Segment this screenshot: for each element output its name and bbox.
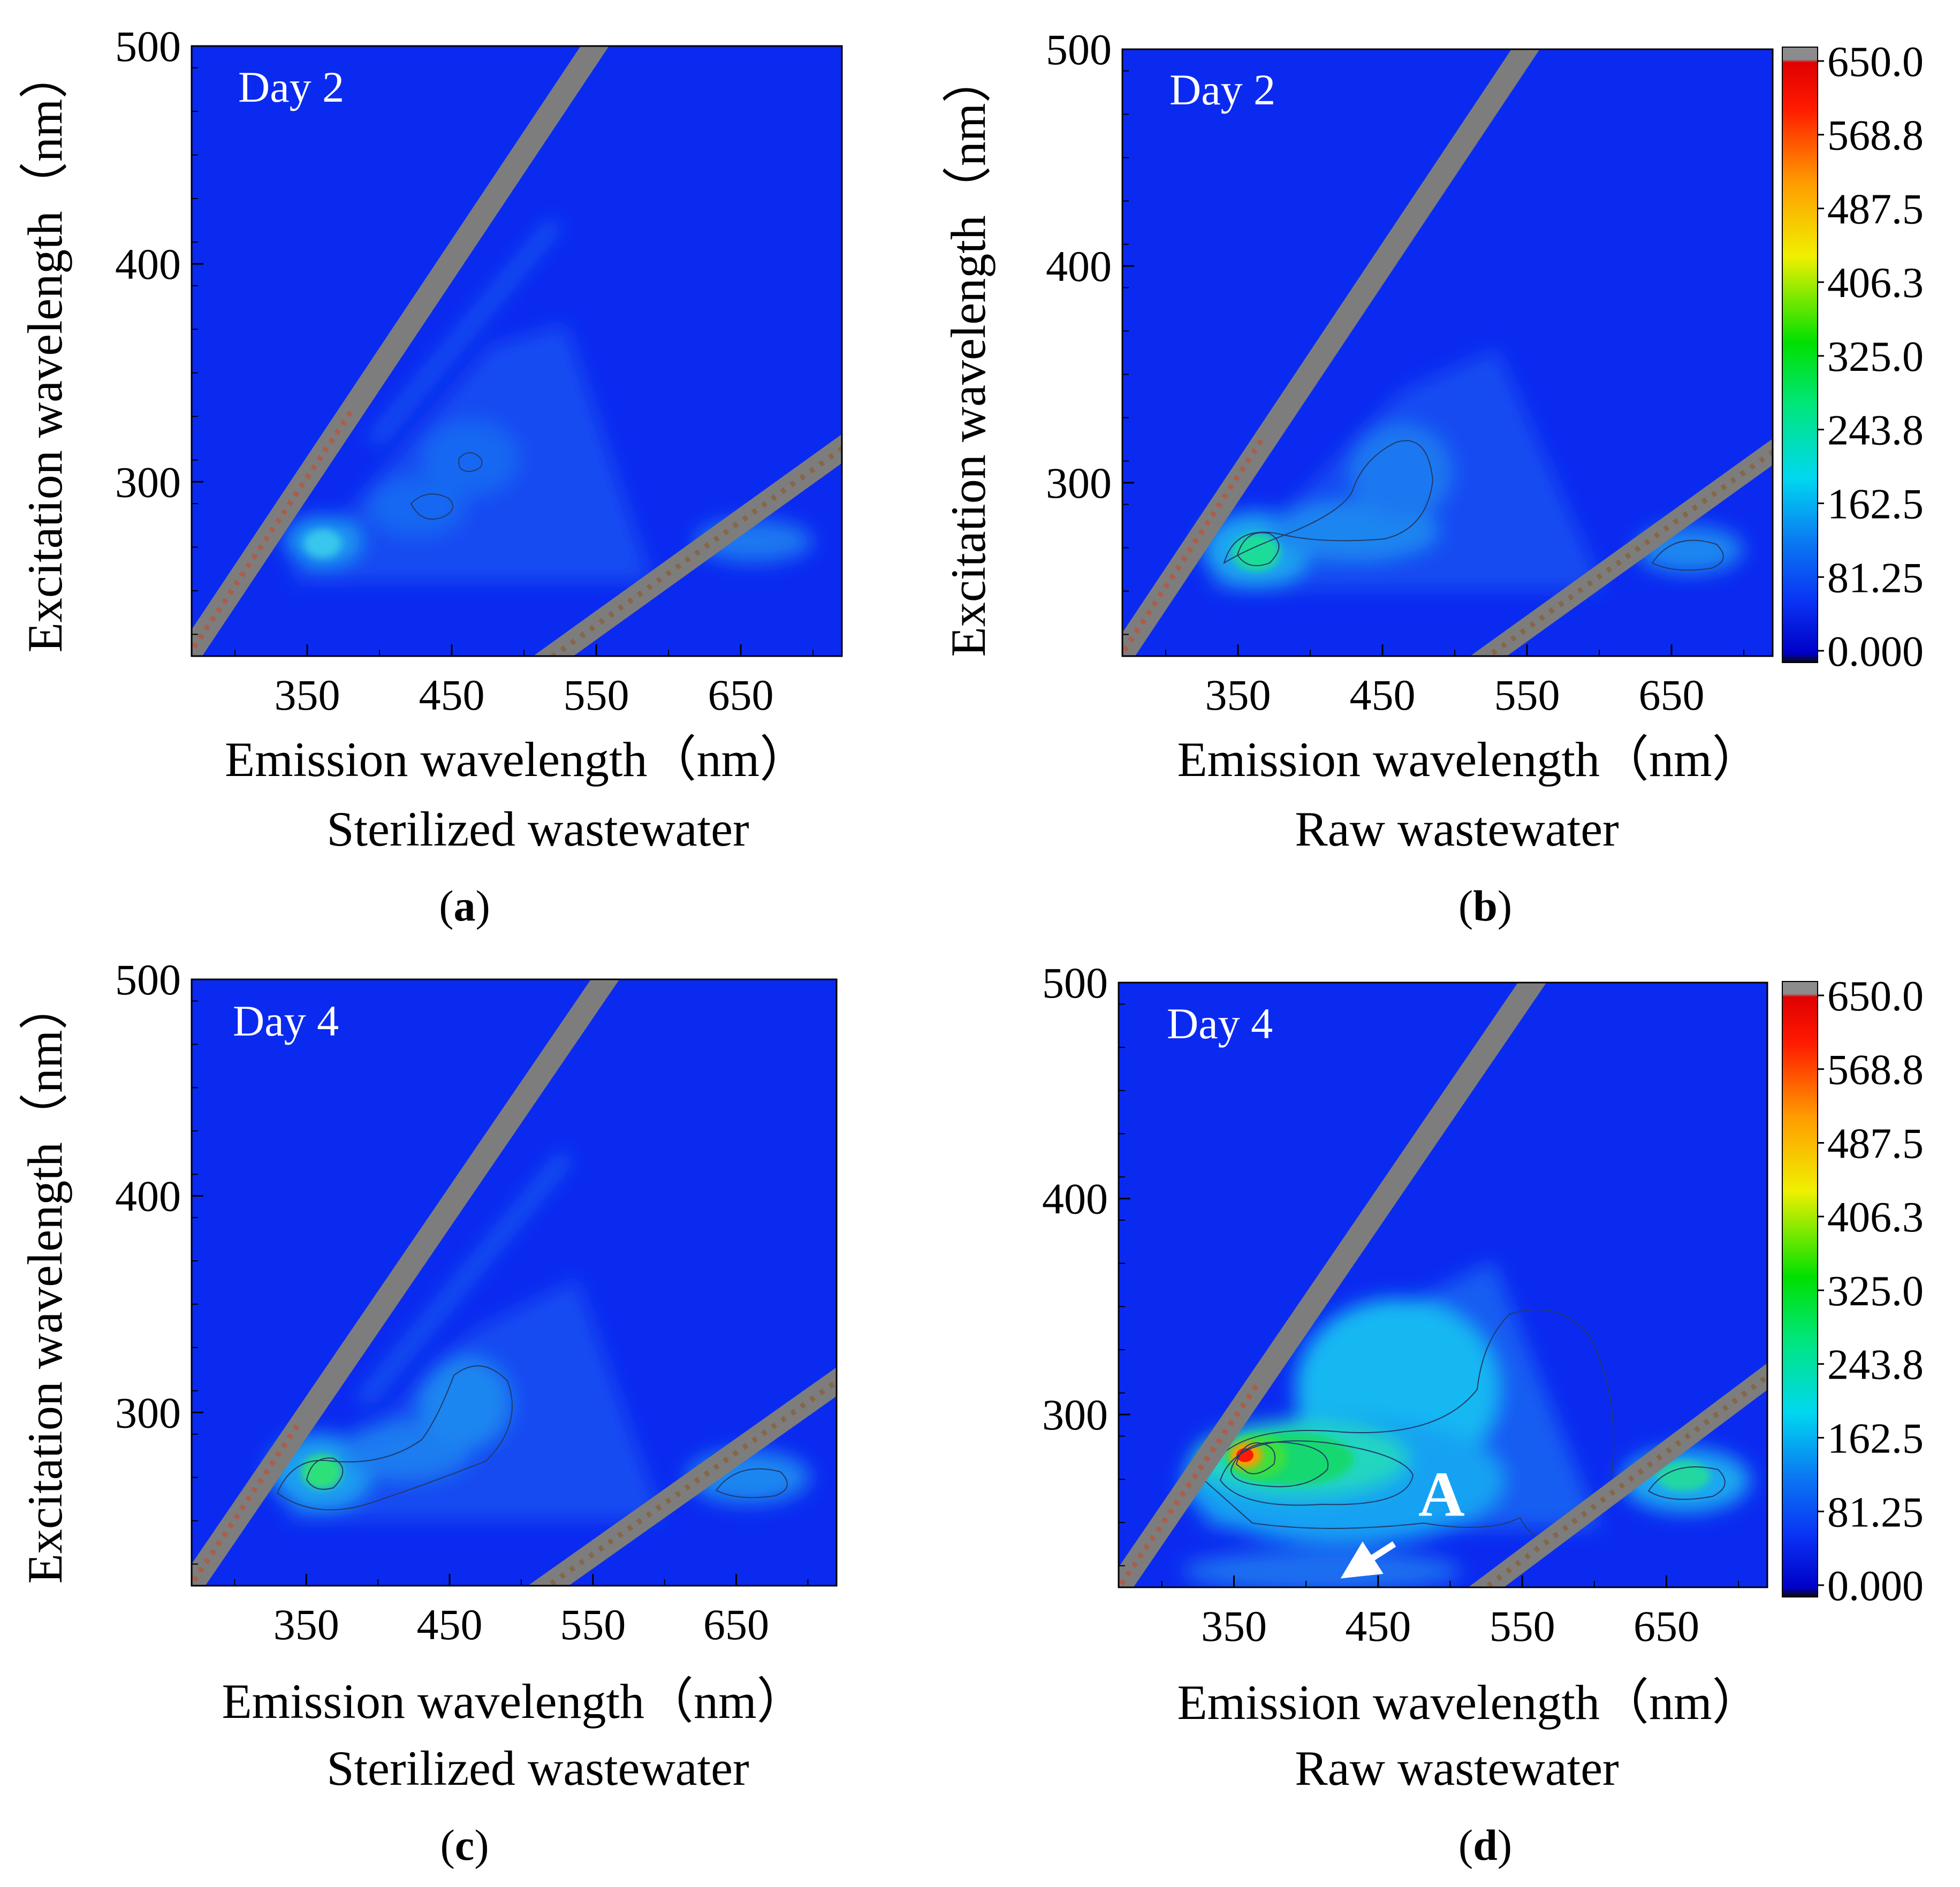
panel-d: Day 4 A 350 450 550 650 300 400 500 Emission w… bbox=[1042, 958, 1924, 1869]
second-order-scatter-band bbox=[533, 434, 842, 656]
panel-subtitle: Raw wastewater bbox=[1295, 1741, 1619, 1795]
x-tick-label: 350 bbox=[274, 1600, 339, 1649]
x-axis-label: Emission wavelength（nm） bbox=[222, 1674, 806, 1729]
panel-subtitle: Raw wastewater bbox=[1295, 802, 1619, 856]
y-axis-label: Excitation wavelength（nm） bbox=[18, 981, 72, 1584]
panel-subtitle: Sterilized wastewater bbox=[326, 802, 749, 856]
panel-a-plot-area bbox=[192, 46, 842, 656]
panel-letter: b bbox=[1473, 881, 1498, 930]
colorbar-tick-label: 406.3 bbox=[1827, 260, 1924, 307]
x-tick-label: 350 bbox=[1201, 1602, 1267, 1650]
colorbar-tick-label: 487.5 bbox=[1827, 1121, 1924, 1168]
y-tick-label: 400 bbox=[115, 240, 181, 288]
x-tick-label: 350 bbox=[275, 671, 340, 719]
panel-subtitle: Sterilized wastewater bbox=[326, 1741, 749, 1795]
annotation-a: A bbox=[1418, 1458, 1465, 1530]
panel-c-plot-area bbox=[192, 979, 837, 1586]
colorbar-gradient bbox=[1782, 47, 1818, 663]
first-order-scatter-band bbox=[1119, 983, 1547, 1587]
day-label: Day 4 bbox=[1167, 999, 1273, 1048]
colorbar-tick-label: 243.8 bbox=[1827, 407, 1924, 454]
colorbar-tick-label: 568.8 bbox=[1827, 112, 1924, 159]
panel-c: Day 4 350 450 550 650 300 400 500 Emission wav… bbox=[18, 955, 838, 1869]
annotation-arrow bbox=[1340, 1541, 1396, 1579]
x-tick-label: 350 bbox=[1205, 671, 1271, 719]
colorbar: 650.0 568.8 487.5 406.3 325.0 243.8 162.5 81.25… bbox=[1782, 973, 1924, 1610]
x-tick-label: 450 bbox=[1345, 1602, 1411, 1650]
colorbar-tick-label: 325.0 bbox=[1827, 1268, 1924, 1315]
y-tick-label: 300 bbox=[1042, 1390, 1108, 1439]
y-tick-label: 300 bbox=[1046, 459, 1112, 507]
y-tick-label: 400 bbox=[115, 1172, 181, 1221]
x-tick-label: 450 bbox=[417, 1600, 483, 1649]
y-tick-label: 500 bbox=[1046, 25, 1112, 74]
colorbar-tick-label: 0.000 bbox=[1827, 1563, 1924, 1610]
panel-letter: c bbox=[455, 1821, 474, 1869]
colorbar-tick-label: 243.8 bbox=[1827, 1342, 1924, 1389]
plot-frame bbox=[191, 978, 838, 1587]
panel-a: Day 2 350 450 550 650 300 400 500 Emission wav… bbox=[18, 22, 843, 930]
x-axis-label: Emission wavelength（nm） bbox=[1177, 732, 1761, 787]
axis-ticks: 350 450 550 650 300 400 500 bbox=[1046, 25, 1744, 719]
y-tick-label: 400 bbox=[1046, 242, 1112, 291]
colorbar-gradient bbox=[1782, 981, 1818, 1597]
panel-b-plot-area bbox=[1122, 49, 1773, 656]
y-tick-label: 500 bbox=[115, 955, 181, 1004]
y-tick-label: 400 bbox=[1042, 1175, 1108, 1223]
y-axis-label: Excitation wavelength（nm） bbox=[941, 54, 996, 657]
colorbar: 650.0 568.8 487.5 406.3 325.0 243.8 162.5 81.25… bbox=[1782, 39, 1924, 675]
x-tick-label: 650 bbox=[1634, 1602, 1699, 1650]
y-tick-label: 300 bbox=[115, 1388, 181, 1437]
panel-label: (a) bbox=[439, 881, 490, 930]
y-tick-label: 500 bbox=[115, 22, 181, 71]
panel-label: (d) bbox=[1458, 1821, 1512, 1869]
plot-frame bbox=[1121, 48, 1774, 657]
panel-label: (b) bbox=[1458, 881, 1512, 930]
x-tick-label: 550 bbox=[560, 1600, 626, 1649]
plot-frame bbox=[1118, 981, 1768, 1588]
colorbar-tick-label: 406.3 bbox=[1827, 1194, 1924, 1241]
x-tick-label: 450 bbox=[419, 671, 485, 719]
x-tick-label: 650 bbox=[1639, 671, 1705, 719]
colorbar-tick-label: 650.0 bbox=[1827, 973, 1924, 1020]
x-tick-label: 650 bbox=[708, 671, 774, 719]
x-tick-label: 450 bbox=[1350, 671, 1416, 719]
fluorescence-field bbox=[1203, 349, 1743, 590]
colorbar-tick-label: 325.0 bbox=[1827, 333, 1924, 381]
x-axis-label: Emission wavelength（nm） bbox=[225, 732, 809, 787]
x-tick-label: 550 bbox=[564, 671, 629, 719]
x-tick-label: 550 bbox=[1490, 1602, 1555, 1650]
panel-b: Day 2 350 450 550 650 300 400 500 Emission wav… bbox=[941, 25, 1924, 930]
colorbar-tick-label: 162.5 bbox=[1827, 1416, 1924, 1463]
y-tick-label: 300 bbox=[115, 458, 181, 506]
colorbar-tick-label: 568.8 bbox=[1827, 1047, 1924, 1094]
plot-frame bbox=[191, 45, 843, 657]
fluorescence-field bbox=[269, 1152, 810, 1520]
colorbar-tick-label: 0.000 bbox=[1827, 628, 1924, 675]
axis-ticks: 350 450 550 650 300 400 500 bbox=[115, 955, 809, 1649]
panel-label: (c) bbox=[440, 1821, 489, 1869]
colorbar-tick-label: 81.25 bbox=[1827, 554, 1924, 602]
x-tick-label: 650 bbox=[703, 1600, 769, 1649]
day-label: Day 2 bbox=[1169, 65, 1275, 114]
axis-ticks: 350 450 550 650 300 400 500 bbox=[115, 22, 814, 719]
axis-ticks: 350 450 550 650 300 400 500 bbox=[1042, 958, 1739, 1650]
colorbar-tick-label: 81.25 bbox=[1827, 1489, 1924, 1536]
colorbar-tick-label: 487.5 bbox=[1827, 186, 1924, 233]
y-tick-label: 500 bbox=[1042, 958, 1108, 1007]
day-label: Day 2 bbox=[238, 63, 344, 111]
x-tick-label: 550 bbox=[1494, 671, 1560, 719]
colorbar-tick-label: 650.0 bbox=[1827, 39, 1924, 86]
panel-d-plot-area bbox=[1119, 983, 1767, 1587]
panel-letter: a bbox=[454, 881, 476, 930]
x-axis-label: Emission wavelength（nm） bbox=[1177, 1675, 1761, 1730]
panel-letter: d bbox=[1473, 1821, 1498, 1869]
y-axis-label: Excitation wavelength（nm） bbox=[18, 50, 72, 653]
colorbar-tick-label: 162.5 bbox=[1827, 481, 1924, 528]
day-label: Day 4 bbox=[233, 996, 339, 1045]
second-order-scatter-band bbox=[1470, 438, 1773, 656]
